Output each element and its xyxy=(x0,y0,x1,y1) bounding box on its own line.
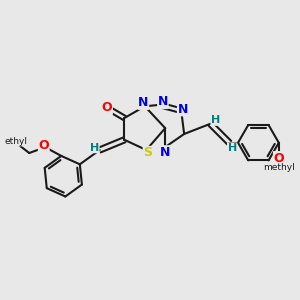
Text: H: H xyxy=(211,115,220,125)
Text: methyl: methyl xyxy=(263,163,295,172)
Text: H: H xyxy=(228,143,237,153)
Text: N: N xyxy=(138,96,148,109)
Text: O: O xyxy=(274,152,284,165)
Text: S: S xyxy=(143,146,152,159)
Text: N: N xyxy=(158,95,168,109)
Text: N: N xyxy=(160,146,170,159)
Text: H: H xyxy=(90,143,99,153)
Text: N: N xyxy=(178,103,188,116)
Text: O: O xyxy=(102,101,112,114)
Text: ethyl: ethyl xyxy=(4,137,28,146)
Text: O: O xyxy=(38,139,49,152)
